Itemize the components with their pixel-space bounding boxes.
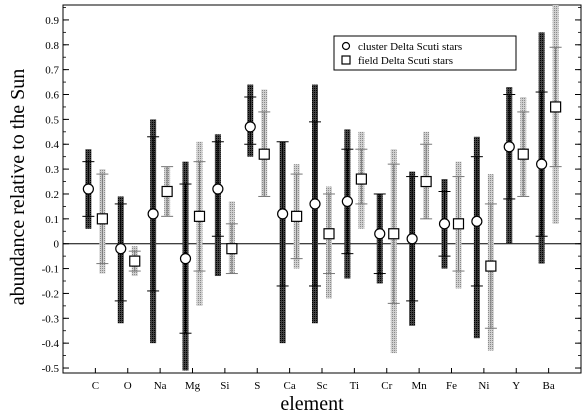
- data-point-circle: [212, 183, 224, 195]
- data-point-square: [193, 210, 206, 222]
- y-tick-label: 0.7: [45, 65, 59, 77]
- y-axis-title: abundance relative to the Sun: [7, 69, 29, 306]
- data-point-square: [550, 101, 562, 113]
- data-point-square: [388, 228, 400, 240]
- data-point-circle: [115, 243, 127, 255]
- y-tick-label: 0.5: [45, 114, 59, 126]
- x-tick-label: C: [92, 380, 99, 392]
- x-tick-label: Na: [154, 380, 167, 392]
- x-tick-label: Ni: [478, 380, 489, 392]
- y-tick-label: 0.6: [45, 90, 59, 102]
- x-tick-label: Mn: [411, 380, 427, 392]
- y-tick-label: 0.4: [45, 139, 59, 151]
- data-point-circle: [406, 233, 418, 245]
- legend-circle-icon: [341, 41, 351, 51]
- data-point-circle: [438, 218, 451, 230]
- x-tick-label: O: [124, 380, 132, 392]
- legend-square-icon: [341, 55, 351, 65]
- data-point-circle: [244, 121, 256, 133]
- y-tick-label: 0.2: [45, 189, 59, 201]
- y-tick-label: -0.5: [42, 363, 60, 375]
- data-point-circle: [503, 141, 515, 153]
- data-point-square: [323, 228, 335, 240]
- x-tick-label: S: [254, 380, 260, 392]
- data-point-square: [129, 255, 141, 267]
- y-tick-label: -0.4: [42, 338, 60, 350]
- data-point-square: [291, 210, 303, 222]
- data-point-square: [355, 173, 367, 185]
- x-tick-label: Sc: [317, 380, 328, 392]
- x-tick-label: Ba: [543, 380, 555, 392]
- data-point-square: [452, 218, 465, 230]
- legend-label: cluster Delta Scuti stars: [358, 41, 462, 53]
- data-point-square: [258, 148, 270, 160]
- x-tick-label: Ca: [284, 380, 296, 392]
- legend-box: [333, 35, 517, 71]
- y-tick-label: -0.1: [42, 264, 59, 276]
- y-tick-label: -0.2: [42, 288, 59, 300]
- legend-label: field Delta Scuti stars: [358, 55, 453, 67]
- data-point-circle: [471, 215, 483, 227]
- data-point-square: [517, 148, 529, 160]
- x-tick-label: Ti: [350, 380, 359, 392]
- data-point-circle: [277, 208, 289, 220]
- x-tick-label: Si: [220, 380, 229, 392]
- plot-area: -0.5 -0.4 -0.3 -0.2 -0.1 0 0.1 0.2 0.3 0.4 0.5 0.6 0…: [42, 4, 582, 392]
- data-point-square: [226, 243, 238, 255]
- y-tick-label: 0.8: [45, 40, 59, 52]
- y-tick-label: 0: [54, 239, 60, 251]
- data-point-circle: [179, 253, 192, 265]
- data-point-circle: [82, 183, 94, 195]
- x-tick-label: Fe: [446, 380, 457, 392]
- x-axis-title: element: [280, 393, 344, 415]
- data-point-circle: [536, 158, 548, 170]
- data-point-square: [161, 185, 173, 198]
- data-point-circle: [374, 228, 386, 240]
- y-tick-label: 0.9: [45, 15, 59, 27]
- data-point-square: [420, 175, 432, 188]
- x-tick-label: Y: [512, 380, 520, 392]
- data-point-square: [485, 260, 497, 272]
- y-tick-label: 0.3: [45, 164, 59, 176]
- x-tick-label: Mg: [185, 380, 201, 392]
- x-tick-label: Cr: [381, 380, 392, 392]
- data-point-square: [96, 213, 108, 225]
- data-point-circle: [309, 198, 321, 210]
- data-point-circle: [341, 195, 353, 208]
- y-tick-label: 0.1: [45, 214, 59, 226]
- data-point-circle: [147, 208, 159, 220]
- y-tick-label: -0.3: [42, 313, 60, 325]
